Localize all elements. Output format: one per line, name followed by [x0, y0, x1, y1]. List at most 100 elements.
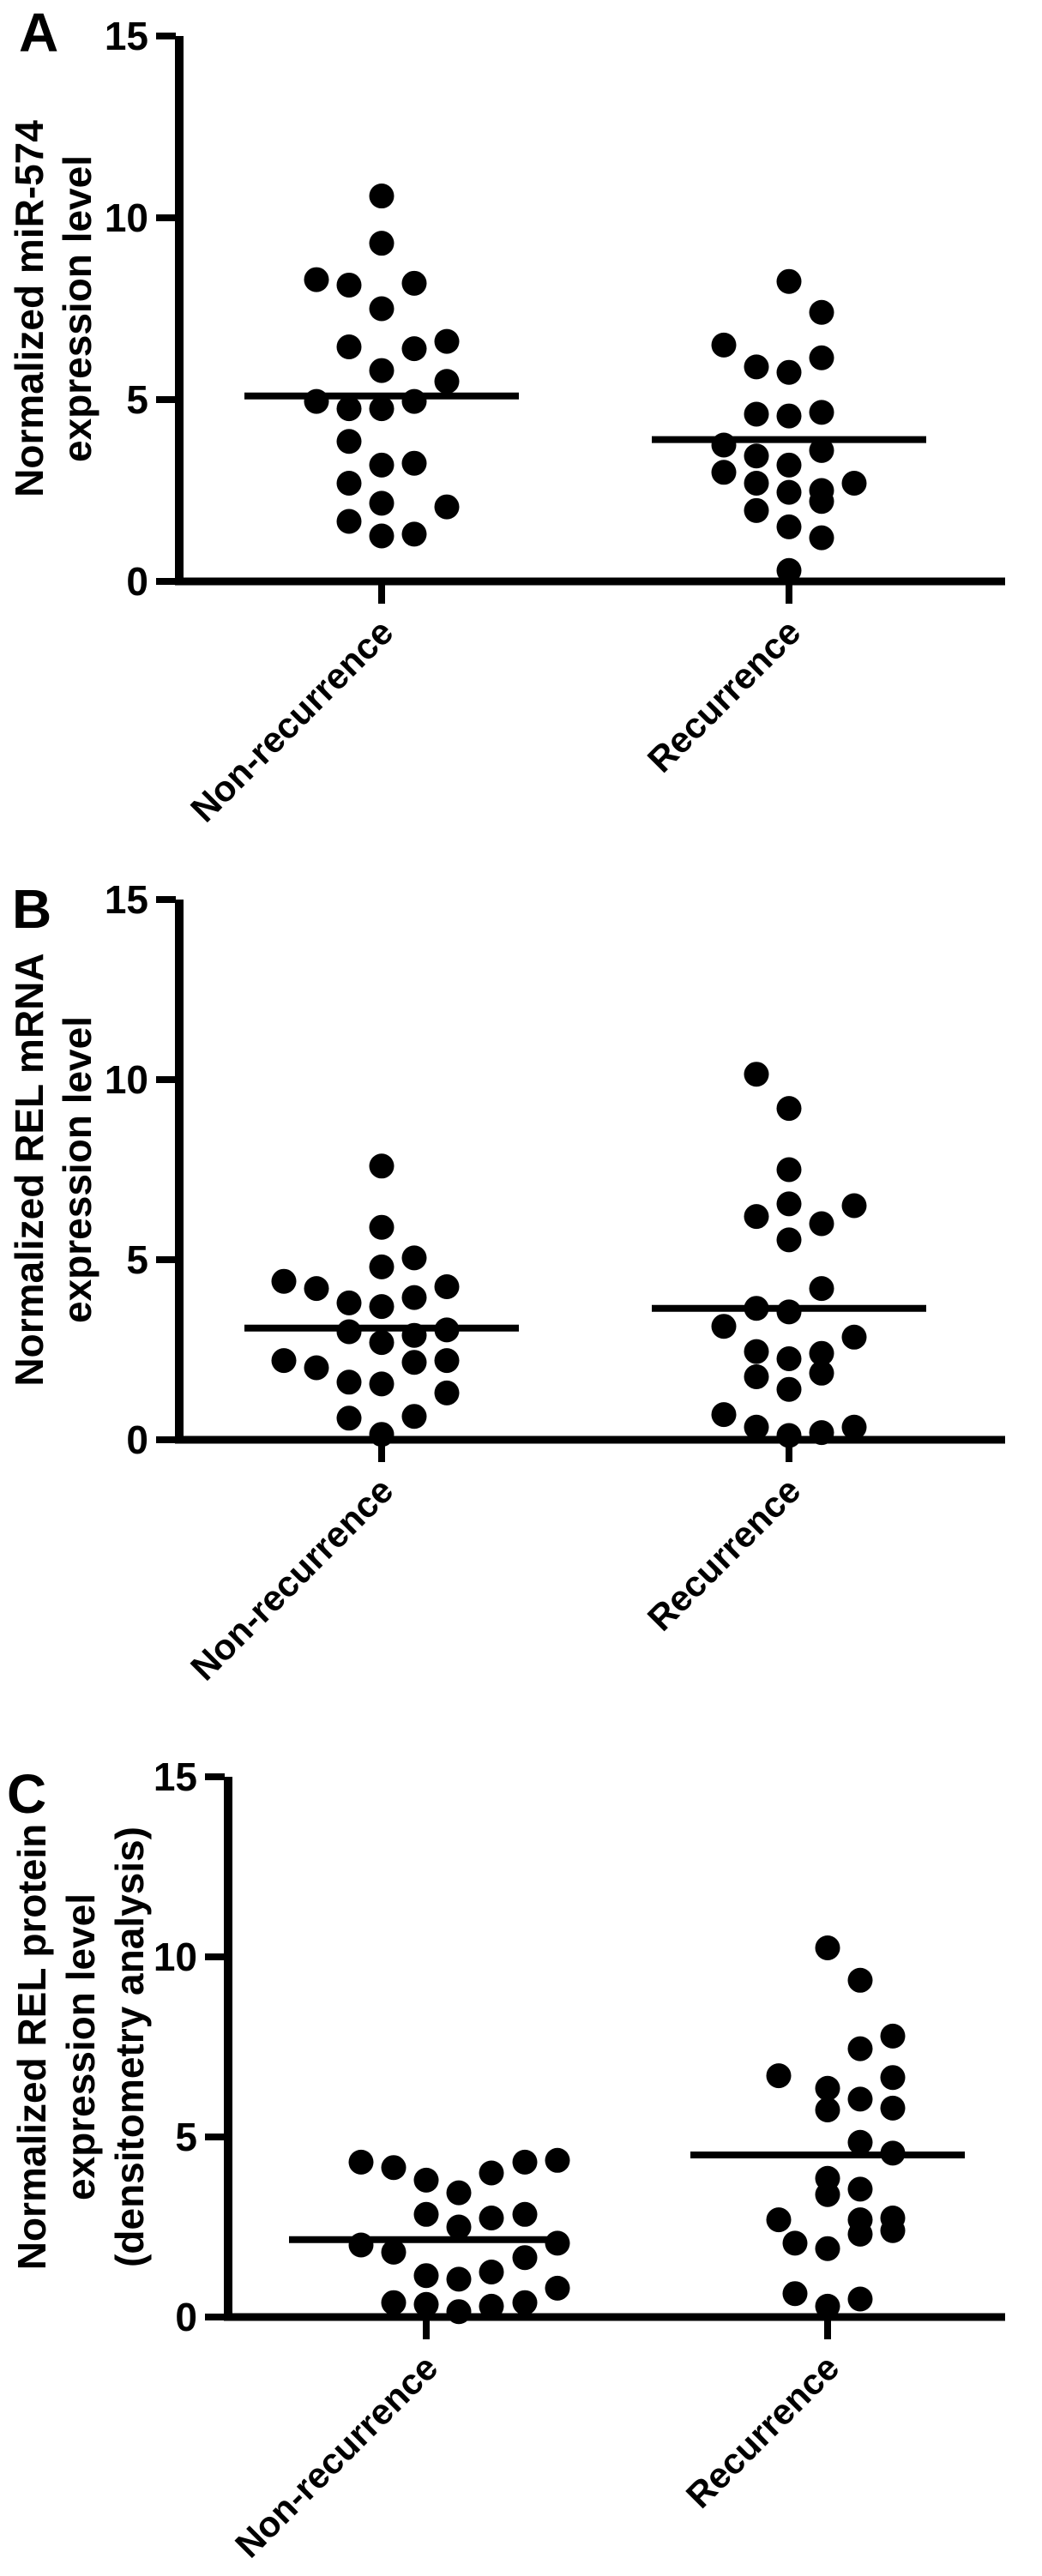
data-point [434, 494, 460, 520]
data-point [369, 296, 395, 322]
panel-letter: B [12, 878, 51, 940]
data-point [711, 1314, 737, 1339]
data-point [776, 1227, 802, 1253]
data-point [413, 2167, 439, 2193]
x-category-label: Non-recurrence [183, 611, 401, 829]
data-point [744, 1364, 769, 1389]
y-tick-label: 5 [175, 2115, 197, 2159]
data-point [336, 334, 362, 360]
data-point [336, 1290, 362, 1315]
data-point [744, 1062, 769, 1087]
y-tick-label: 15 [105, 877, 148, 922]
data-point [744, 401, 769, 427]
data-point [434, 1380, 460, 1405]
data-point [776, 1376, 802, 1402]
data-point [809, 525, 834, 551]
data-point [401, 1350, 427, 1375]
y-axis-title-line: expression level [55, 1016, 99, 1323]
data-point [776, 403, 802, 429]
data-point [776, 268, 802, 294]
data-point [766, 2063, 792, 2089]
data-point [446, 2266, 472, 2292]
y-axis-title-line: expression level [55, 155, 99, 462]
data-point [776, 1299, 802, 1325]
y-axis-title-line: expression level [58, 1893, 103, 2200]
panel-b: B Normalized REL mRNA expression level 0 5 10… [7, 877, 1005, 1688]
data-point [847, 2036, 873, 2061]
data-point [809, 1420, 834, 1446]
panel-letter: C [7, 1763, 46, 1825]
data-point [434, 1274, 460, 1299]
panel-letter: A [19, 2, 58, 63]
data-point [369, 231, 395, 256]
data-point [479, 2293, 504, 2319]
y-tick-label: 0 [126, 559, 148, 604]
data-point [847, 2129, 873, 2155]
y-tick-label: 10 [105, 1057, 148, 1102]
data-point [711, 1402, 737, 1428]
x-category-label: Non-recurrence [227, 2347, 445, 2565]
data-point [776, 1191, 802, 1217]
y-tick-label: 10 [154, 1935, 197, 1979]
data-point [369, 1214, 395, 1240]
data-point [512, 2201, 538, 2227]
data-point [782, 2230, 808, 2256]
data-point [381, 2155, 407, 2181]
data-point [348, 2149, 374, 2175]
data-point [776, 1096, 802, 1122]
data-point [479, 2206, 504, 2230]
data-point [401, 1404, 427, 1429]
data-point [847, 2221, 873, 2247]
y-axis-title-line: Normalized miR-574 [7, 120, 51, 497]
data-point [369, 1422, 395, 1447]
data-point [880, 2218, 906, 2243]
data-point [479, 2260, 504, 2284]
data-point [815, 2293, 840, 2319]
data-point [880, 2023, 906, 2049]
data-point [446, 2299, 472, 2325]
x-category-label: Recurrence [640, 1470, 809, 1639]
data-point [271, 1268, 297, 1294]
data-point [512, 2290, 538, 2315]
data-point [847, 2176, 873, 2202]
data-point [744, 497, 769, 523]
data-point [782, 2281, 808, 2307]
data-point [434, 328, 460, 354]
x-category-label: Recurrence [640, 611, 809, 780]
data-point [841, 1414, 867, 1440]
data-point [809, 1211, 834, 1237]
data-point [304, 267, 329, 292]
data-point [413, 2291, 439, 2317]
data-point [336, 509, 362, 534]
data-point [809, 1340, 834, 1366]
data-point [369, 452, 395, 478]
data-point [809, 299, 834, 325]
data-point [776, 514, 802, 539]
y-tick-label: 5 [126, 377, 148, 422]
data-point [369, 1330, 395, 1356]
data-point [401, 450, 427, 476]
y-axis-title-line: (densitometry analysis) [107, 1827, 152, 2267]
data-point [446, 2180, 472, 2206]
x-category-label: Non-recurrence [183, 1470, 401, 1688]
data-point [815, 2075, 840, 2101]
data-point [776, 1346, 802, 1371]
data-point [369, 184, 395, 209]
data-point [711, 460, 737, 485]
y-tick-label: 15 [105, 14, 148, 58]
data-point [413, 2201, 439, 2227]
data-point [776, 359, 802, 385]
data-point [815, 1935, 840, 1960]
data-point [434, 1348, 460, 1374]
data-point [776, 452, 802, 478]
data-point [401, 521, 427, 547]
data-point [880, 2095, 906, 2121]
y-tick-label: 5 [126, 1237, 148, 1282]
data-point [744, 354, 769, 380]
data-point [401, 336, 427, 362]
data-point [809, 1360, 834, 1386]
data-point [381, 2239, 407, 2265]
